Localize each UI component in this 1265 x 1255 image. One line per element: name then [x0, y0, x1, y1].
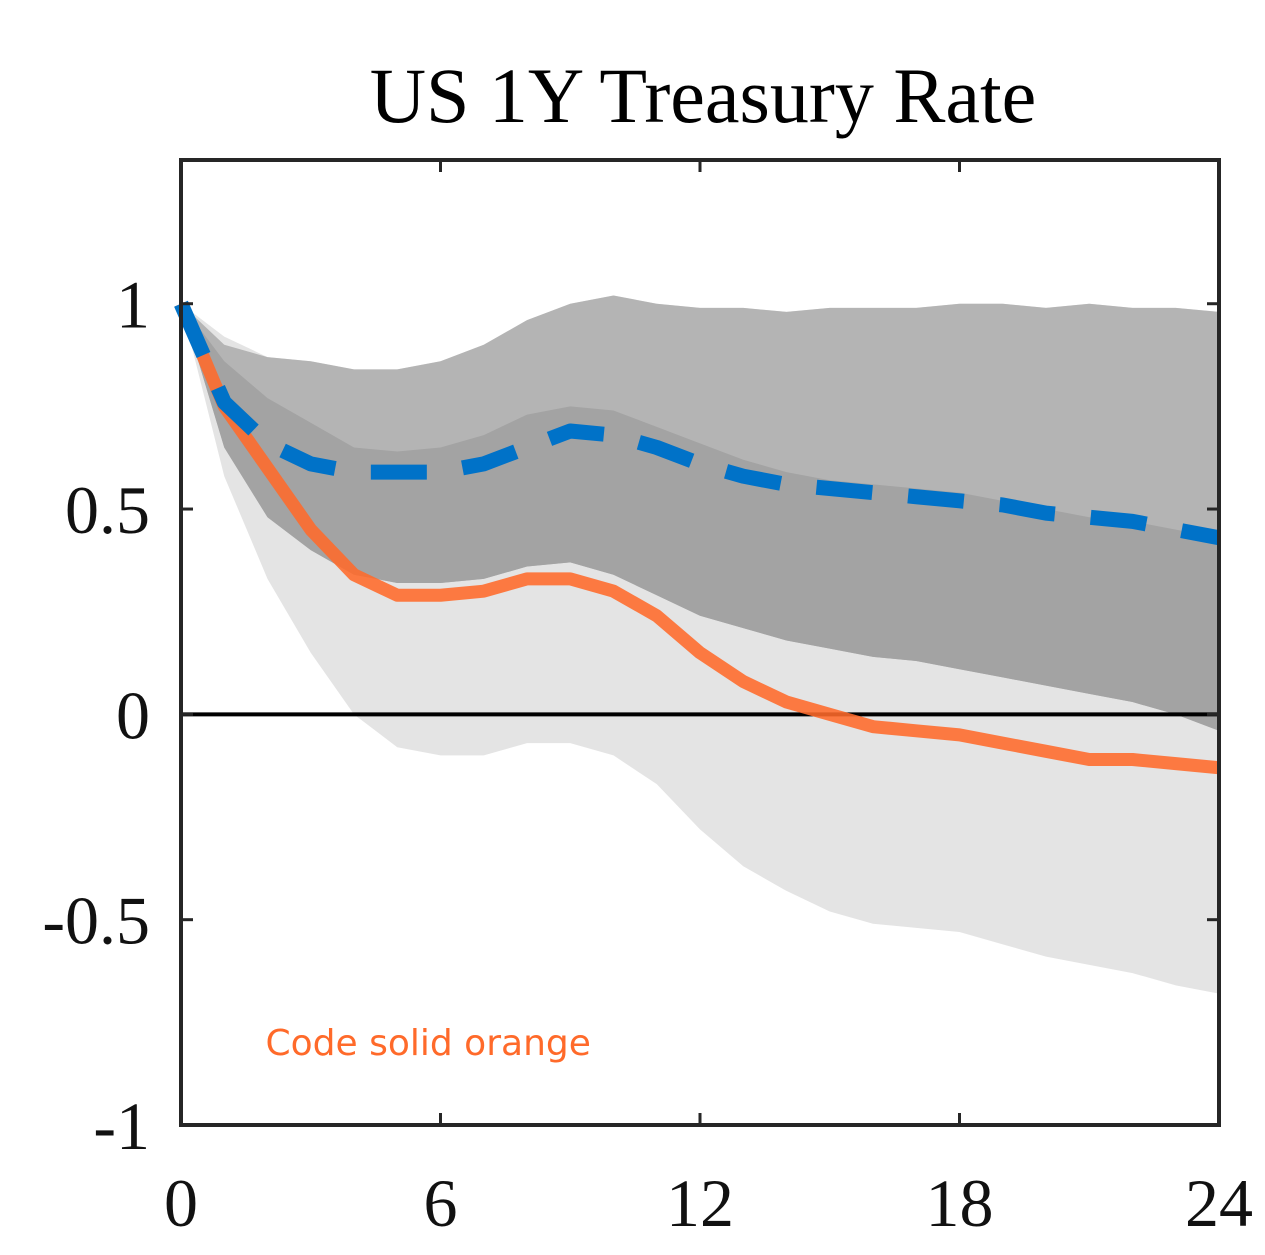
x-tick-labels: 0 6 12 18 24	[164, 1165, 1253, 1241]
y-tick-label: 0	[116, 677, 150, 753]
chart-title: US 1Y Treasury Rate	[370, 52, 1037, 139]
x-tick-label: 0	[164, 1165, 198, 1241]
y-tick-label: 1	[116, 267, 150, 343]
plot-frame	[179, 158, 1221, 1127]
x-tick-label: 24	[1185, 1165, 1253, 1241]
series-line-dashed-1	[174, 300, 1221, 546]
series-lines	[174, 300, 1221, 775]
y-tick-label: -0.5	[42, 883, 150, 959]
x-tick-label: 12	[666, 1165, 734, 1241]
y-tick-label: 0.5	[65, 472, 150, 548]
y-tick-labels: -1 -0.5 0 0.5 1	[42, 267, 150, 1164]
x-tick-label: 6	[424, 1165, 458, 1241]
series-line-solid-0	[175, 301, 1220, 775]
x-tick-label: 18	[926, 1165, 994, 1241]
band-2	[181, 303, 1219, 731]
annotations: Code solid orange	[266, 1023, 591, 1064]
annotation-label: Code solid orange	[266, 1023, 591, 1064]
y-tick-label: -1	[93, 1088, 150, 1164]
